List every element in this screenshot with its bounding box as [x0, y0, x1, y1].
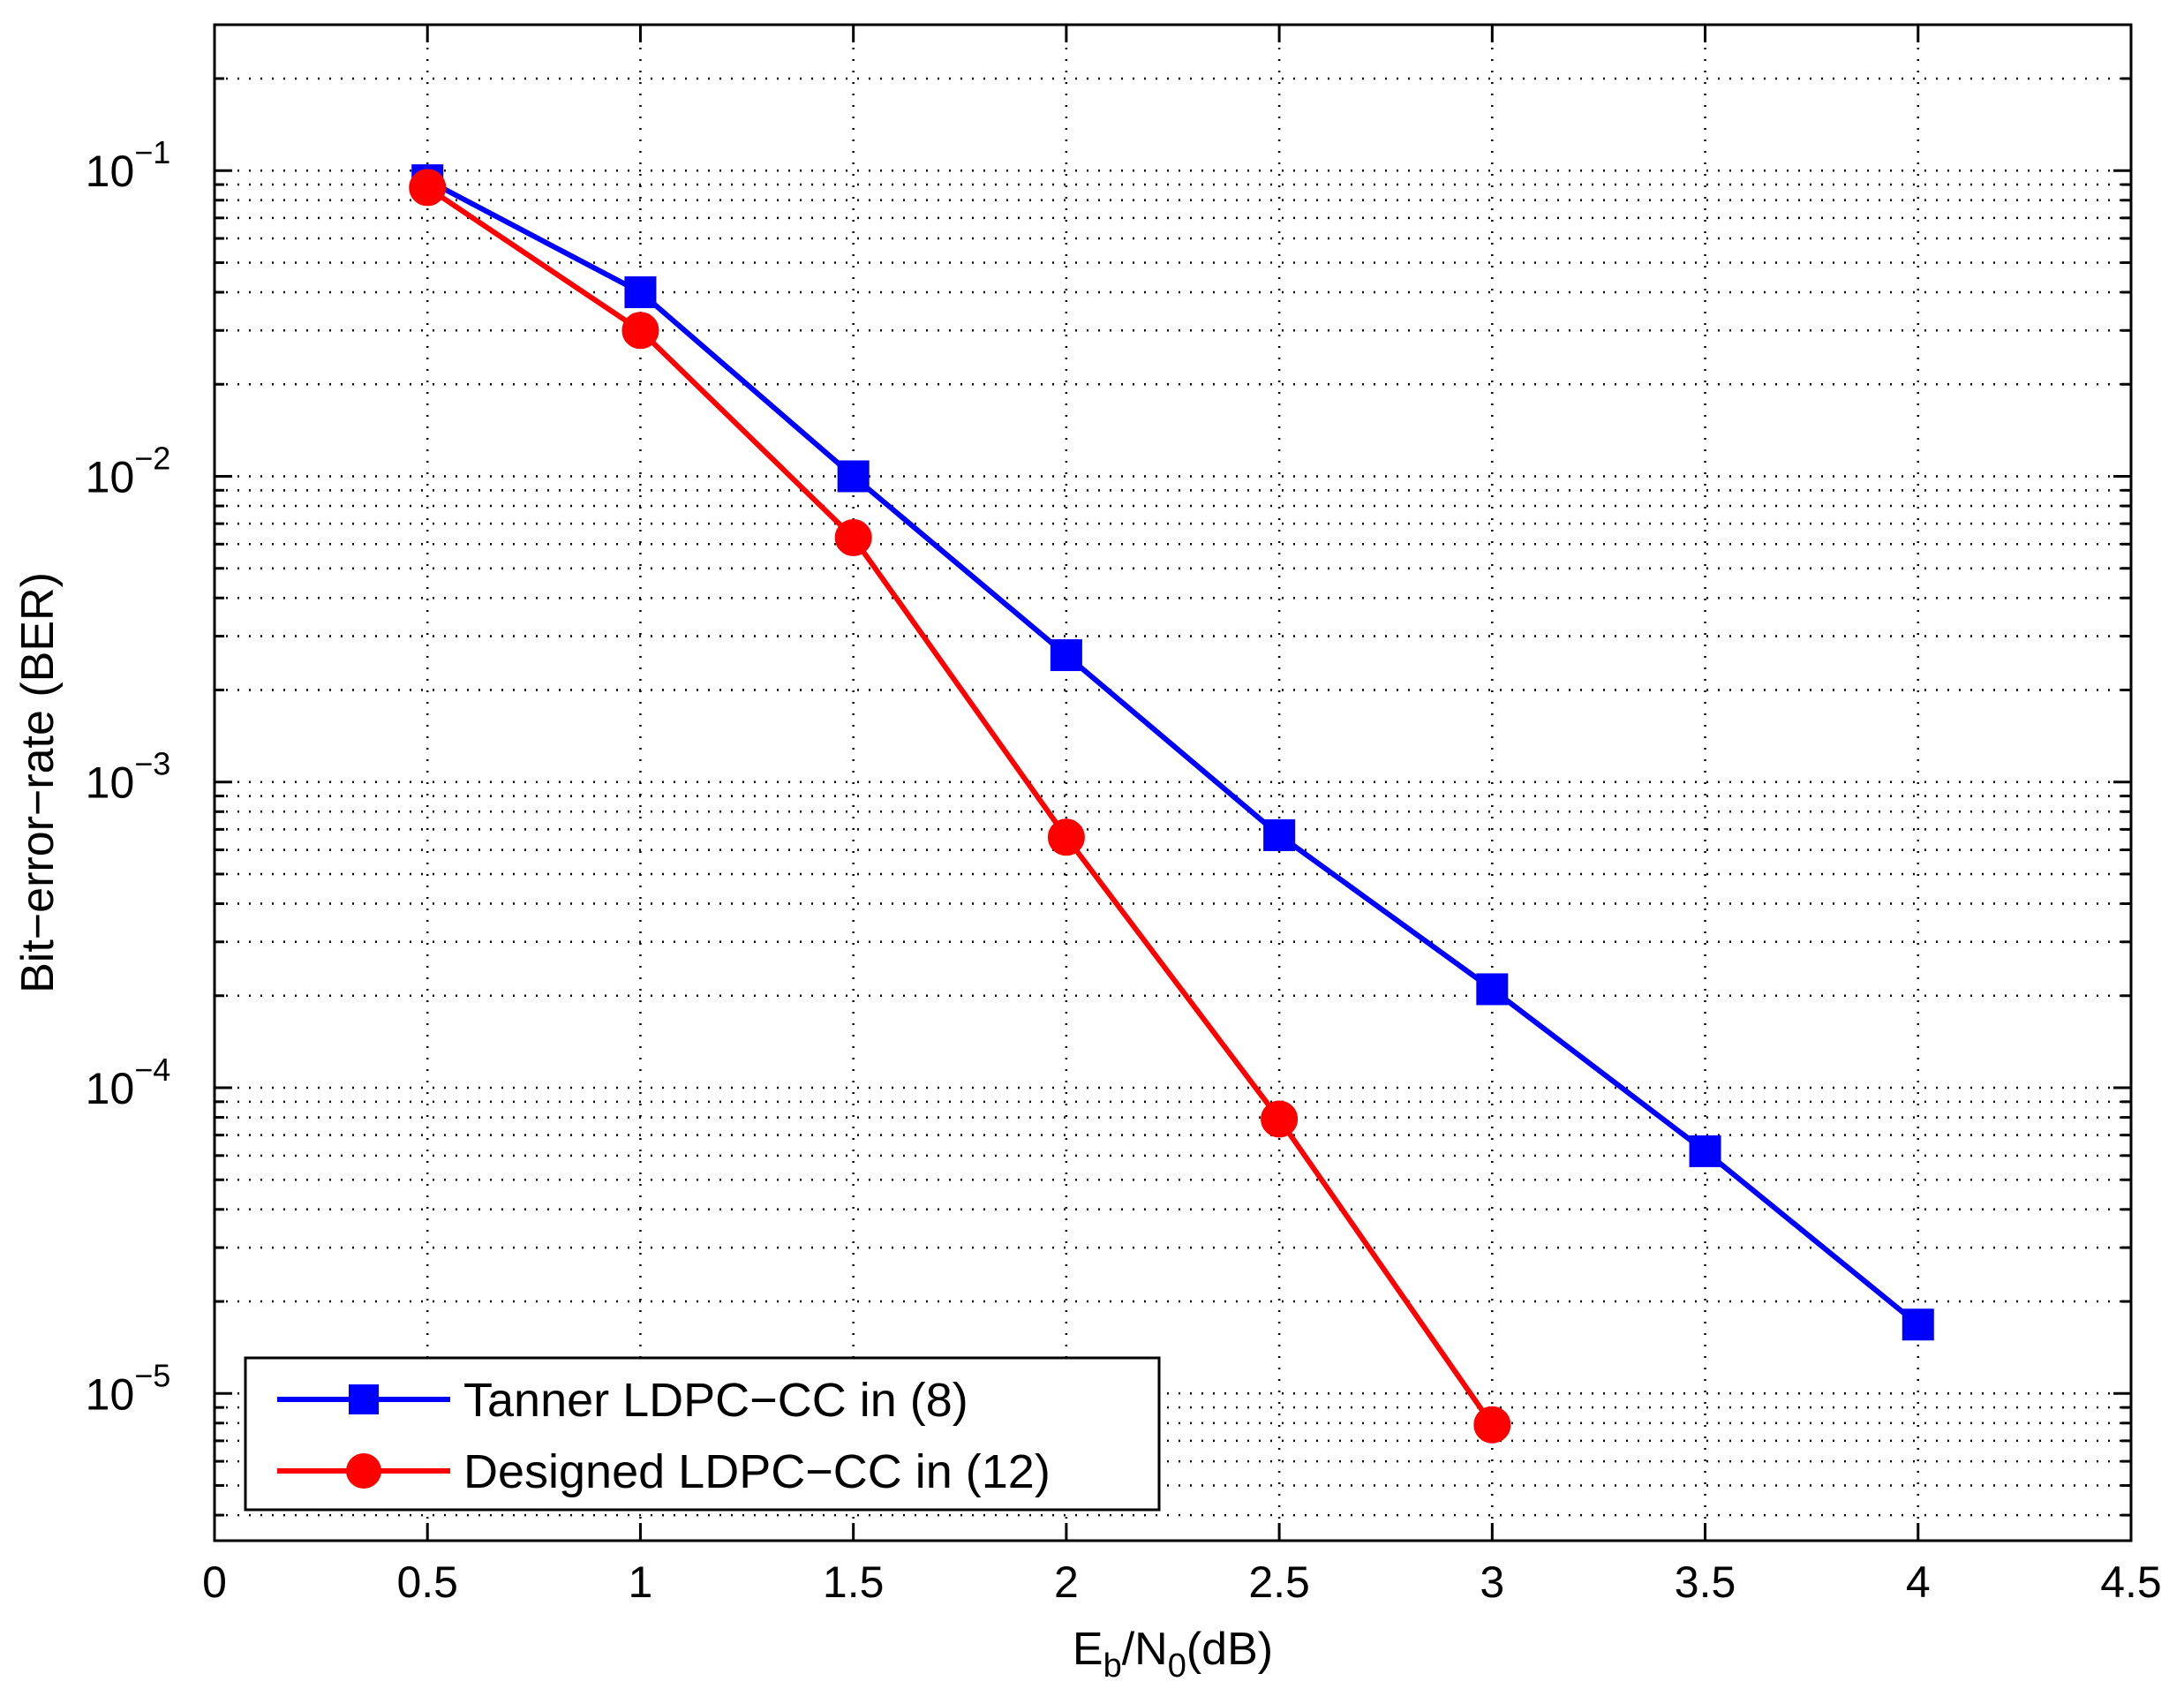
- data-point: [624, 276, 657, 309]
- data-point: [1263, 818, 1296, 851]
- tick-labels: 0 0.5 1 1.5 2 2.5 3 3.5 4 4.5 10−1 10−2 10−3 10−4 10−5: [86, 134, 2162, 1607]
- legend: Tanner LDPC−CC in (8) Designed LDPC−CC in…: [244, 1356, 1161, 1512]
- legend-box: [244, 1356, 1161, 1512]
- data-point: [1689, 1135, 1721, 1167]
- data-point: [1902, 1308, 1934, 1341]
- legend-label: Tanner LDPC−CC in (8): [463, 1374, 968, 1427]
- axis-ticks: [213, 23, 2133, 1541]
- x-tick-label: 2: [1054, 1557, 1079, 1607]
- data-point: [1050, 639, 1082, 672]
- data-point: [1473, 1406, 1511, 1444]
- data-point: [1476, 973, 1509, 1006]
- y-axis-title: Bit−error−rate (BER): [12, 572, 64, 993]
- data-point: [409, 169, 447, 207]
- y-tick-label: 10−5: [86, 1357, 171, 1419]
- series-line: [426, 185, 1495, 1427]
- x-tick-label: 4: [1906, 1557, 1931, 1607]
- legend-label: Designed LDPC−CC in (12): [463, 1445, 1051, 1498]
- x-axis-title: Eb/N0(dB): [1073, 1624, 1273, 1685]
- series-layer: [409, 164, 1934, 1444]
- y-tick-label: 10−1: [86, 134, 171, 196]
- data-point: [1261, 1100, 1299, 1138]
- x-tick-label: 3: [1480, 1557, 1504, 1607]
- data-point: [1047, 818, 1085, 856]
- legend-swatch-marker: [349, 1384, 379, 1414]
- data-point: [621, 312, 659, 350]
- y-tick-label: 10−4: [86, 1052, 171, 1113]
- data-point: [834, 518, 872, 556]
- x-tick-label: 0.5: [396, 1557, 458, 1607]
- x-tick-label: 4.5: [2100, 1557, 2162, 1607]
- y-tick-label: 10−2: [86, 440, 171, 501]
- series-1: [409, 169, 1511, 1444]
- data-point: [837, 460, 870, 493]
- x-tick-label: 3.5: [1675, 1557, 1736, 1607]
- series-line: [426, 177, 1920, 1327]
- x-tick-label: 1: [629, 1557, 653, 1607]
- y-tick-label: 10−3: [86, 746, 171, 808]
- x-tick-label: 0: [202, 1557, 227, 1607]
- legend-swatch-marker: [346, 1453, 381, 1489]
- x-tick-label: 2.5: [1248, 1557, 1310, 1607]
- x-tick-label: 1.5: [823, 1557, 885, 1607]
